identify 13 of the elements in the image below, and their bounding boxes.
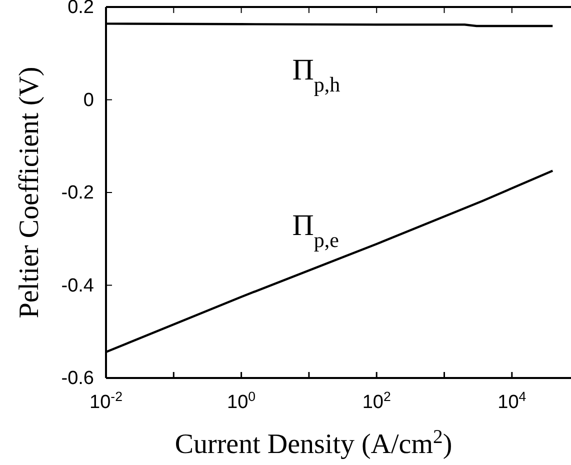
x-axis-title: Current Density (A/cm$^{2}$) [174,426,452,460]
y-axis-title: Peltier Coefficient (V) [14,66,45,318]
y-tick-label: -0.4 [61,275,94,296]
y-tick-label: 0.2 [68,0,94,18]
y-tick-label: -0.6 [61,368,94,390]
series-label: Π$_{p,e}$ [292,208,339,252]
x-tick-label: 10$^{2}$ [362,388,391,413]
x-tick-label: 10$^{0}$ [227,388,256,413]
y-tick-label: -0.2 [61,182,94,204]
x-tick-label: 10$^{4}$ [498,388,526,413]
y-tick-label: 0 [83,90,94,111]
x-tick-label: 10$^{-2}$ [90,388,122,413]
series-label: Π$_{p,h}$ [292,53,341,96]
